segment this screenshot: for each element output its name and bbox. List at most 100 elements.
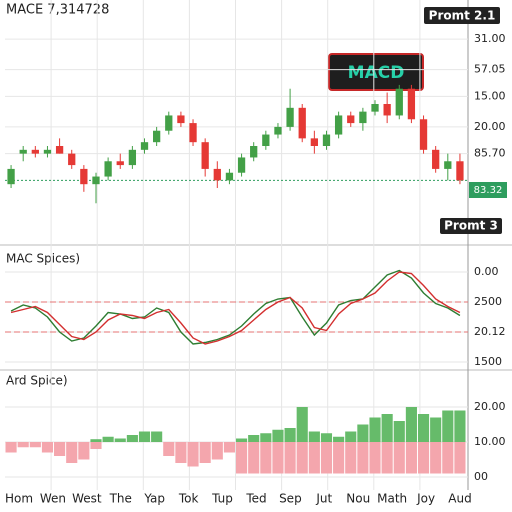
histogram-bar — [430, 417, 442, 442]
x-tick-label: Tup — [211, 492, 233, 506]
candle-body — [407, 88, 416, 120]
y-tick-label: 31.00 — [474, 32, 506, 45]
label-box — [440, 218, 502, 234]
histogram-bar — [78, 442, 90, 460]
histogram-bar — [102, 436, 114, 442]
histogram-bar — [442, 410, 454, 442]
candle-body — [286, 107, 294, 127]
y-tick-label: 57.05 — [474, 63, 506, 76]
annotation: Promt 3 — [444, 219, 498, 233]
histogram-bar — [308, 431, 320, 442]
candle-body — [456, 161, 464, 181]
histogram-bar — [5, 442, 17, 453]
panel-title: Ard Spice) — [6, 374, 68, 388]
histogram-bar — [54, 442, 66, 456]
candle-body — [347, 115, 355, 124]
histogram-bar — [320, 442, 333, 474]
y-tick-label: 2500 — [474, 295, 502, 308]
histogram-bar — [393, 442, 405, 474]
x-tick-label: Aud — [448, 492, 471, 506]
histogram-bar — [211, 442, 223, 460]
candle-body — [55, 146, 64, 154]
x-tick-label: The — [109, 492, 132, 506]
label-box — [328, 53, 424, 91]
y-tick-label: 0.00 — [474, 265, 499, 278]
y-tick-label: 10.00 — [474, 435, 506, 448]
histogram-bar — [90, 439, 102, 442]
x-tick-label: Tok — [178, 492, 199, 506]
histogram-bar — [296, 442, 308, 474]
histogram-bar — [260, 433, 272, 442]
annotation: Promt 2.1 — [429, 9, 496, 23]
price-tag-box — [469, 182, 507, 198]
candle-body — [444, 161, 452, 169]
histogram-bar — [248, 435, 260, 442]
y-tick-label: 15.00 — [474, 89, 506, 102]
histogram-bar — [236, 438, 248, 442]
histogram-bar — [151, 431, 163, 442]
x-tick-label: Joy — [416, 492, 435, 506]
histogram-bar — [41, 442, 54, 453]
candle-body — [104, 161, 112, 177]
histogram-bar — [223, 442, 235, 453]
histogram-bar — [320, 433, 333, 442]
candle-body — [419, 119, 428, 150]
histogram-bar — [345, 442, 357, 474]
histogram-bar — [272, 429, 284, 442]
candle-body — [31, 149, 39, 154]
histogram-bar — [417, 414, 430, 442]
x-tick-label: Nou — [346, 492, 370, 506]
x-tick-label: Wen — [40, 492, 66, 506]
histogram-bar — [381, 442, 393, 474]
candle-body — [334, 115, 343, 135]
label-box — [424, 7, 500, 24]
histogram-bar — [114, 438, 126, 442]
candle-body — [274, 126, 282, 135]
histogram-bar — [357, 424, 369, 442]
histogram-bar — [442, 442, 454, 474]
macd-line — [10, 271, 461, 345]
histogram-bar — [272, 442, 284, 474]
annotation: MACD — [348, 63, 405, 83]
y-tick-label: 20.12 — [474, 325, 506, 338]
histogram-bar — [66, 442, 78, 463]
candle-body — [371, 104, 379, 112]
candle-body — [383, 104, 391, 116]
histogram-bar — [90, 442, 102, 449]
histogram-bar — [284, 442, 296, 474]
histogram-bar — [345, 431, 357, 442]
histogram-bar — [333, 442, 345, 474]
price-tag: 83.32 — [474, 185, 503, 196]
histogram-bar — [17, 442, 29, 448]
histogram-bar — [248, 442, 260, 474]
y-tick-label: 1500 — [474, 355, 502, 368]
histogram-bar — [187, 442, 199, 467]
histogram-bar — [381, 414, 393, 442]
histogram-bar — [454, 410, 466, 442]
candle-body — [189, 123, 197, 143]
candle-body — [43, 149, 52, 154]
histogram-bar — [393, 421, 405, 442]
candle-body — [298, 107, 306, 139]
candle-body — [19, 149, 27, 154]
histogram-bar — [369, 417, 381, 442]
histogram-bar — [163, 442, 175, 456]
y-tick-label: 20.00 — [474, 400, 506, 413]
candle-body — [310, 138, 318, 146]
y-tick-label: 20.00 — [474, 120, 506, 133]
plot-layer: 31.00 57.05 15.00 20.00 85.70 0.00 2500 20.12 15… — [5, 0, 506, 506]
candle-body — [140, 142, 149, 150]
macd-line — [10, 269, 461, 345]
x-tick-label: Hom — [5, 492, 33, 506]
x-tick-label: West — [72, 492, 102, 506]
candle-body — [68, 153, 76, 166]
x-tick-label: Jut — [315, 492, 332, 506]
panel-title: MAC Spices) — [6, 252, 80, 266]
histogram-bar — [357, 442, 369, 474]
x-tick-label: Yap — [143, 492, 165, 506]
candle-body — [201, 142, 209, 169]
histogram-bar — [296, 407, 308, 442]
candle-body — [432, 149, 440, 169]
histogram-bar — [369, 442, 381, 474]
